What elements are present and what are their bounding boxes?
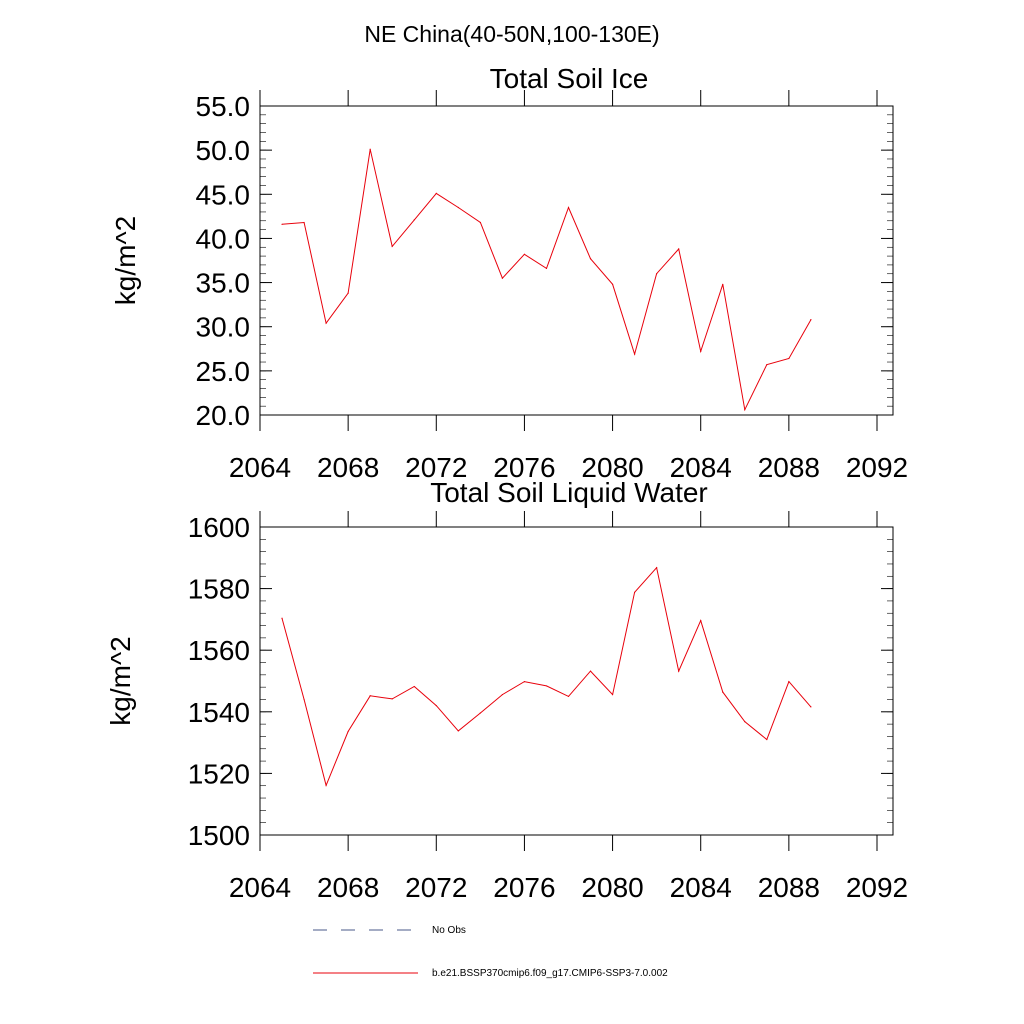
x-tick-label: 2088 (758, 872, 820, 903)
data-point (369, 148, 371, 150)
data-point (656, 273, 658, 275)
data-point (523, 253, 526, 255)
data-point (810, 706, 812, 708)
data-point (369, 695, 371, 697)
chart-panel-total-soil-ice: Total Soil Ice 20.0 25.0 30.0 35.0 40.0 45.0 50… (110, 63, 908, 483)
data-point (766, 738, 768, 741)
data-point (678, 248, 680, 250)
data-point (391, 245, 393, 247)
data-point (303, 698, 305, 701)
data-point (413, 685, 415, 688)
x-tick-label: 2068 (317, 452, 379, 483)
data-point (656, 567, 658, 569)
series-line (281, 566, 812, 787)
data-point (545, 267, 548, 270)
data-point (281, 617, 283, 619)
x-tick-label: 2088 (758, 452, 820, 483)
x-tick-label: 2080 (581, 872, 643, 903)
data-point (810, 319, 812, 321)
data-point (303, 221, 305, 224)
y-tick-label: 1600 (188, 512, 250, 543)
data-point (523, 681, 526, 683)
x-tick-label: 2084 (670, 452, 732, 483)
data-point (788, 357, 790, 360)
y-tick-label: 1520 (188, 758, 250, 789)
chart-panel-total-soil-liquid-water: Total Soil Liquid Water 1500 1520 1540 1560 1… (105, 477, 908, 903)
data-point (435, 705, 437, 707)
data-point (567, 695, 570, 698)
data-point (501, 693, 503, 696)
data-point (281, 223, 283, 225)
panel-title: Total Soil Liquid Water (430, 477, 708, 508)
data-point (391, 698, 393, 700)
data-point (545, 685, 548, 687)
data-point (611, 693, 614, 696)
y-tick-label: 30.0 (196, 312, 251, 343)
data-point (479, 712, 481, 714)
data-point (347, 730, 349, 733)
data-point (413, 219, 415, 221)
y-tick-label: 1540 (188, 697, 250, 728)
x-tick-label: 2072 (405, 452, 467, 483)
data-point (479, 221, 481, 224)
data-point (611, 283, 614, 285)
data-point (457, 206, 459, 209)
y-tick-label: 1560 (188, 635, 250, 666)
data-point (325, 784, 327, 787)
data-point (722, 283, 724, 285)
x-tick-label: 2064 (229, 452, 291, 483)
data-point (501, 277, 503, 279)
x-tick-label: 2084 (670, 872, 732, 903)
y-axis-label: kg/m^2 (110, 216, 141, 305)
y-tick-label: 20.0 (196, 400, 251, 431)
data-point (634, 591, 636, 593)
y-tick-label: 45.0 (196, 179, 251, 210)
x-tick-label: 2072 (405, 872, 467, 903)
legend: No Obs b.e21.BSSP370cmip6.f09_g17.CMIP6-… (313, 925, 668, 979)
legend-label-model-run: b.e21.BSSP370cmip6.f09_g17.CMIP6-SSP3-7.… (432, 968, 668, 979)
y-tick-label: 35.0 (196, 268, 251, 299)
data-point (325, 322, 327, 324)
y-tick-label: 1580 (188, 574, 250, 605)
legend-label-no-obs: No Obs (432, 925, 466, 936)
data-point (457, 730, 459, 732)
data-point (567, 206, 570, 209)
data-point (435, 192, 437, 195)
data-point (347, 292, 349, 294)
data-point (700, 620, 702, 622)
data-point (744, 721, 746, 723)
figure-title: NE China(40-50N,100-130E) (364, 21, 659, 47)
data-point (634, 353, 636, 355)
data-point (744, 409, 746, 411)
x-tick-label: 2092 (846, 452, 908, 483)
y-tick-label: 25.0 (196, 356, 251, 387)
series-line (281, 149, 812, 412)
x-tick-label: 2092 (846, 872, 908, 903)
x-tick-label: 2080 (581, 452, 643, 483)
x-tick-label: 2076 (493, 872, 555, 903)
data-point (700, 350, 702, 353)
data-point (589, 670, 592, 672)
panel-title: Total Soil Ice (490, 63, 649, 94)
x-tick-label: 2064 (229, 872, 291, 903)
data-point (589, 258, 592, 260)
data-point (678, 670, 680, 672)
x-tick-label: 2068 (317, 872, 379, 903)
y-axis-label: kg/m^2 (105, 636, 136, 725)
plot-frame (259, 105, 894, 416)
y-tick-label: 50.0 (196, 135, 251, 166)
x-tick-label: 2076 (493, 452, 555, 483)
y-tick-label: 1500 (188, 820, 250, 851)
data-point (766, 364, 768, 366)
plot-frame (259, 526, 894, 836)
y-tick-label: 40.0 (196, 223, 251, 254)
y-tick-label: 55.0 (196, 91, 251, 122)
data-point (788, 681, 790, 683)
data-point (722, 691, 724, 693)
